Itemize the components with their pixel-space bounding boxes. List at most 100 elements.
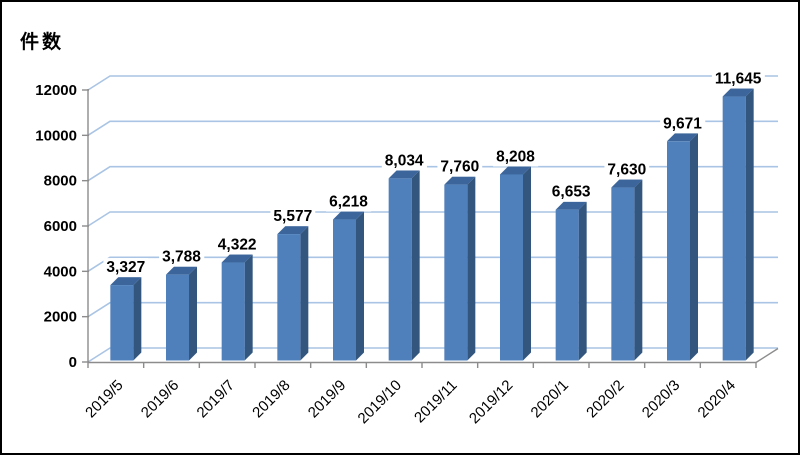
bar-value-label: 3,327 [106, 259, 145, 276]
bar-top-face [333, 211, 364, 220]
bar-value-label: 7,760 [440, 159, 479, 176]
bar [221, 254, 253, 361]
bar-front-face [555, 209, 579, 361]
bar-top-face [388, 170, 420, 179]
bar-value-label: 9,671 [663, 115, 702, 132]
bar [333, 211, 364, 361]
floor-right-edge [755, 347, 779, 364]
x-tick-label: 2019/8 [249, 377, 293, 421]
gridline [87, 256, 778, 273]
y-tick-label: 6000 [44, 218, 77, 235]
y-tick-label: 10000 [35, 127, 77, 144]
bar-front-face [333, 219, 356, 361]
x-tick-label: 2019/12 [466, 377, 516, 427]
y-tick-label: 8000 [44, 173, 77, 190]
bar-front-face [110, 285, 134, 361]
bar-value-label: 4,322 [218, 237, 257, 254]
x-tick-label: 2019/6 [138, 377, 182, 421]
bar-front-face [444, 184, 468, 361]
x-tick-label: 2019/7 [194, 377, 238, 421]
bar [388, 170, 420, 361]
bar-front-face [277, 234, 301, 361]
bar-front-face [611, 187, 635, 361]
bar-value-label: 8,208 [496, 148, 535, 165]
x-tick-label: 2020/4 [695, 377, 739, 421]
bar-top-face [221, 254, 253, 263]
x-tick-label: 2019/10 [355, 377, 405, 427]
bar-top-face [722, 88, 754, 97]
bar [555, 201, 587, 361]
bar-value-label-bg [660, 114, 706, 134]
bar-value-label-bg [326, 192, 372, 212]
bar-top-face [110, 277, 142, 286]
bar [444, 176, 476, 361]
bar-value-label-bg [437, 157, 483, 177]
gridline [87, 211, 778, 227]
gridline [87, 120, 778, 137]
bar-top-face [500, 166, 531, 175]
x-tick-label: 2019/11 [411, 377, 461, 427]
bar-value-label-bg [493, 147, 539, 167]
bar-side-face [578, 201, 587, 361]
bar-side-face [133, 277, 142, 361]
x-tick-label: 2020/3 [639, 377, 683, 421]
bar-value-label: 6,218 [329, 194, 368, 211]
bar-value-label-bg [711, 69, 765, 89]
bar-front-face [166, 274, 189, 361]
bar-value-label-bg [548, 182, 594, 202]
gridline [87, 301, 778, 318]
bar-side-face [690, 133, 698, 361]
bar-value-label-bg [159, 247, 205, 267]
bar-value-label-bg [270, 207, 316, 227]
bar-top-face [277, 226, 309, 235]
gridline [87, 165, 778, 182]
bar-side-face [189, 266, 197, 361]
x-tick-label: 2019/9 [305, 377, 349, 421]
bar-value-label-bg [381, 151, 427, 171]
bar-top-face [166, 266, 197, 275]
bar-front-face [667, 141, 690, 361]
bar [611, 179, 643, 361]
bar-side-face [745, 88, 754, 361]
bar [277, 226, 309, 361]
bar [667, 133, 698, 361]
bar-top-face [667, 133, 698, 142]
y-axis-title: 件数 [20, 32, 65, 53]
y-tick-label: 2000 [44, 309, 77, 326]
bar-front-face [221, 262, 245, 361]
x-tick-label: 2019/5 [82, 377, 126, 421]
bar-top-face [611, 179, 643, 188]
bar-side-face [244, 254, 253, 361]
y-tick-label: 4000 [44, 263, 77, 280]
bar-value-label-bg [214, 235, 260, 255]
bar-value-label: 6,653 [552, 184, 591, 201]
bar [110, 277, 142, 361]
bar-side-face [467, 176, 476, 361]
bar-front-face [722, 96, 746, 361]
x-tick-label: 2020/1 [528, 377, 572, 421]
bar-top-face [444, 176, 476, 185]
bar [166, 266, 197, 361]
bar-top-face [555, 201, 587, 210]
bar-value-label: 3,788 [162, 249, 201, 266]
bar [500, 166, 531, 361]
bar-value-label-bg [604, 160, 650, 180]
bar-side-face [411, 170, 420, 361]
bar-side-face [634, 179, 643, 361]
bar-value-label: 11,645 [715, 71, 762, 88]
bar-side-face [300, 226, 309, 361]
bar-front-face [388, 178, 412, 361]
bar-value-label: 5,577 [273, 208, 312, 225]
bar-value-label: 8,034 [385, 152, 424, 169]
bar [722, 88, 754, 361]
gridline [87, 347, 778, 363]
bar-front-face [500, 174, 523, 361]
y-tick-label: 0 [69, 354, 77, 371]
bar-side-face [523, 166, 531, 361]
bar-value-label: 7,630 [607, 162, 646, 179]
x-tick-label: 2020/2 [583, 377, 627, 421]
y-tick-label: 12000 [35, 82, 77, 99]
gridline [87, 75, 778, 91]
